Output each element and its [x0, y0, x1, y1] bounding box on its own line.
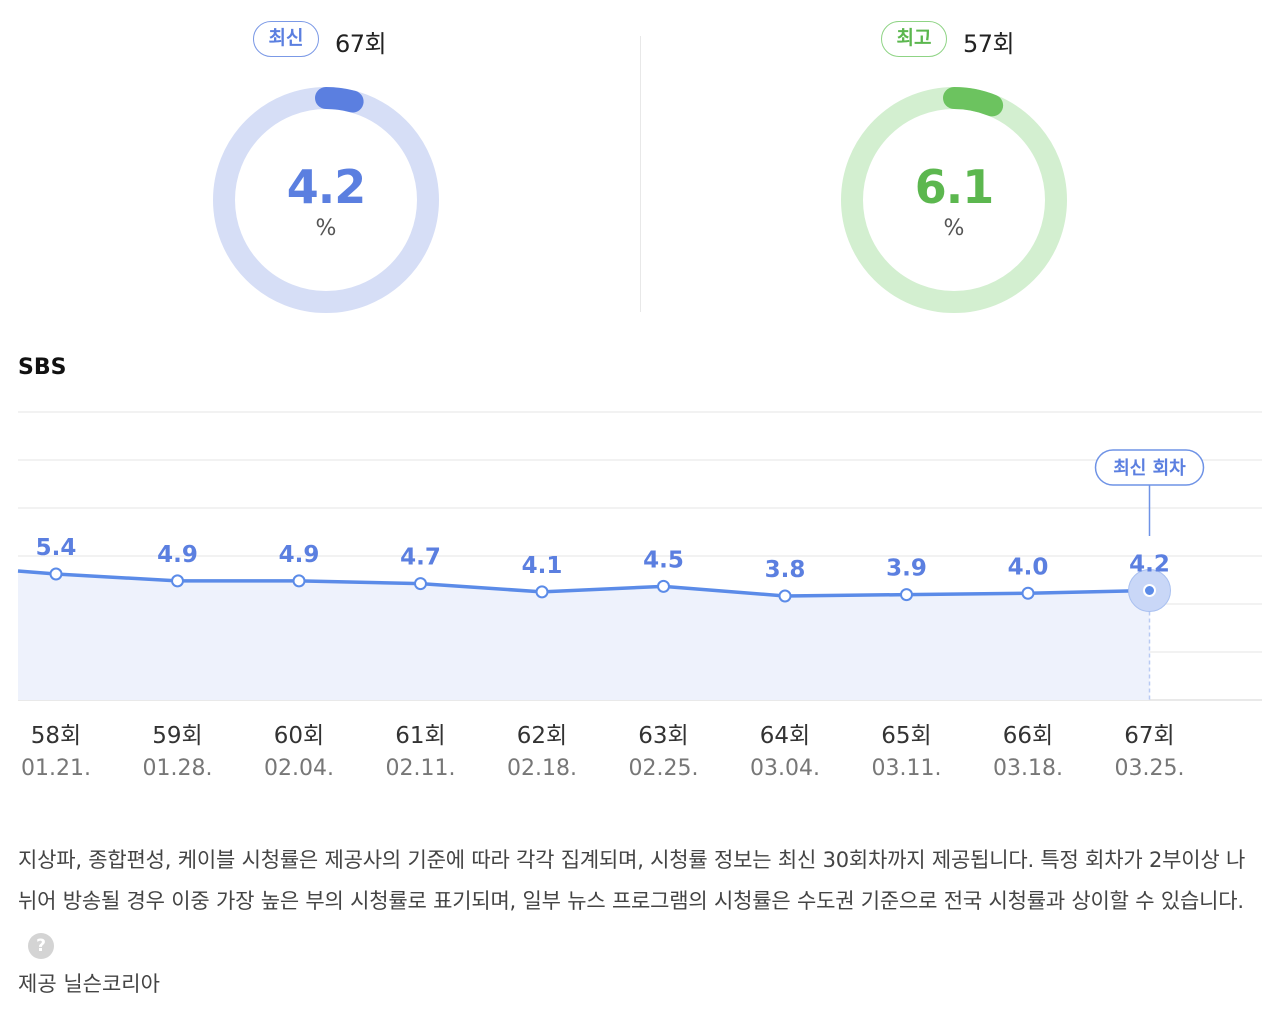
data-label: 4.7 — [400, 545, 441, 571]
x-tick-date: 03.04. — [750, 756, 820, 781]
x-tick-date: 02.11. — [386, 756, 456, 781]
x-tick-episode: 62회 — [517, 723, 567, 749]
data-point — [292, 574, 306, 588]
best-episode: 57회 — [963, 30, 1015, 58]
area-fill — [18, 571, 1150, 700]
data-point — [657, 579, 670, 593]
x-tick-date: 03.25. — [1115, 756, 1185, 781]
best-rating-value: 6.1 — [914, 160, 995, 214]
latest-badge: 최신 — [253, 21, 319, 57]
data-label: 4.2 — [1129, 552, 1170, 578]
data-point — [900, 588, 913, 602]
channel-title: SBS — [18, 355, 67, 380]
data-label: 3.9 — [886, 556, 927, 582]
latest-rating-ring — [213, 87, 439, 313]
latest-callout-label: 최신 회차 — [1113, 458, 1186, 479]
summary-divider — [640, 36, 641, 312]
rating-notice: 지상파, 종합편성, 케이블 시청률은 제공사의 기준에 따라 각각 집계되며,… — [18, 840, 1258, 963]
best-header: 최고 57회 — [636, 20, 1272, 62]
x-tick-episode: 64회 — [760, 723, 810, 749]
data-label: 4.9 — [157, 542, 198, 568]
x-tick-date: 03.18. — [993, 756, 1063, 781]
data-point — [49, 567, 63, 581]
data-label: 4.1 — [522, 553, 563, 579]
rating-trend-chart: 최신 회차 5.4 58회 01.21. 4.9 59회 01.28. 4.9 60회 02.04… — [0, 400, 1272, 800]
x-tick-episode: 60회 — [274, 723, 324, 749]
data-point — [414, 577, 427, 591]
latest-episode: 67회 — [335, 30, 387, 58]
best-rating-card: 최고 57회 6.1 % — [636, 0, 1272, 330]
data-label: 4.5 — [643, 547, 684, 573]
x-tick-date: 01.21. — [21, 756, 91, 781]
data-point — [535, 585, 549, 599]
x-tick-episode: 59회 — [152, 723, 202, 749]
x-tick-episode: 63회 — [638, 723, 688, 749]
latest-ring-progress — [315, 87, 364, 113]
data-label: 3.8 — [765, 557, 806, 583]
best-rating-unit: % — [943, 216, 965, 241]
data-label: 4.9 — [279, 542, 320, 568]
x-tick-date: 03.11. — [872, 756, 942, 781]
data-source: 제공 닐슨코리아 — [18, 972, 160, 996]
x-tick-episode: 66회 — [1003, 723, 1053, 749]
x-tick-episode: 58회 — [31, 723, 81, 749]
data-point — [778, 589, 792, 603]
data-label: 4.0 — [1008, 554, 1049, 580]
x-tick-episode: 67회 — [1124, 723, 1174, 749]
best-rating-ring — [841, 87, 1067, 313]
data-point — [171, 574, 184, 588]
latest-header: 최신 67회 — [0, 20, 636, 62]
x-tick-date: 02.18. — [507, 756, 577, 781]
x-tick-date: 01.28. — [143, 756, 213, 781]
x-tick-date: 02.25. — [629, 756, 699, 781]
best-badge: 최고 — [881, 21, 947, 57]
x-tick-date: 02.04. — [264, 756, 334, 781]
latest-rating-value: 4.2 — [286, 160, 367, 214]
data-point — [1143, 584, 1156, 597]
x-tick-episode: 61회 — [395, 723, 445, 749]
trend-chart-svg: 최신 회차 5.4 58회 01.21. 4.9 59회 01.28. 4.9 60회 02.04… — [17, 411, 1262, 781]
latest-rating-card: 최신 67회 4.2 % — [0, 0, 636, 330]
x-tick-episode: 65회 — [881, 723, 931, 749]
notice-text: 지상파, 종합편성, 케이블 시청률은 제공사의 기준에 따라 각각 집계되며,… — [18, 848, 1246, 913]
data-point — [1021, 586, 1035, 600]
latest-rating-unit: % — [315, 216, 337, 241]
data-label: 5.4 — [36, 535, 77, 561]
best-ring-progress — [943, 87, 1004, 117]
latest-callout-box — [1094, 449, 1205, 486]
rating-summary: 최신 67회 4.2 % 최고 57회 6.1 % — [0, 0, 1272, 330]
question-icon[interactable]: ? — [28, 933, 54, 959]
